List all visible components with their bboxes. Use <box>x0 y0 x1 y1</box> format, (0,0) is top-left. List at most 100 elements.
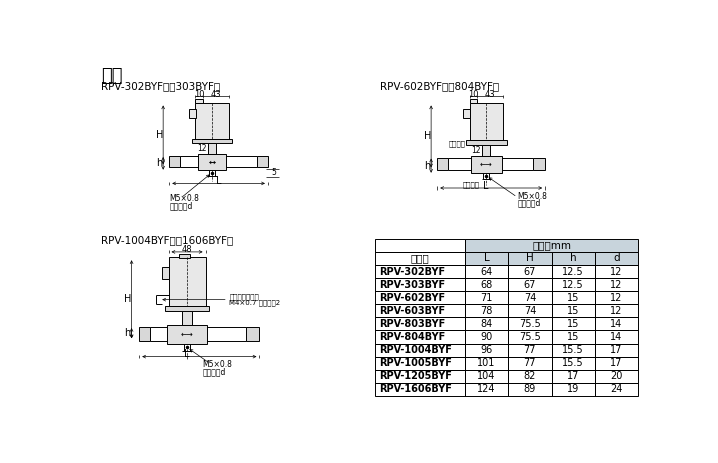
Text: 流向表示: 流向表示 <box>449 140 466 147</box>
Text: H: H <box>526 253 533 263</box>
Text: 12: 12 <box>610 280 623 290</box>
Text: ←→: ←→ <box>181 330 193 339</box>
Text: 12: 12 <box>610 293 623 303</box>
Text: 124: 124 <box>477 384 496 394</box>
Text: 14: 14 <box>610 332 623 342</box>
Text: 20: 20 <box>610 371 623 381</box>
Bar <box>595 357 638 370</box>
Text: 15.5: 15.5 <box>562 345 584 355</box>
Text: 型　号: 型 号 <box>411 253 429 263</box>
Bar <box>595 317 638 331</box>
Bar <box>465 291 508 304</box>
Bar <box>164 306 210 311</box>
Text: 104: 104 <box>477 371 495 381</box>
Bar <box>167 325 207 344</box>
Bar <box>471 156 502 173</box>
Text: H: H <box>156 130 163 140</box>
Bar <box>162 267 169 279</box>
Bar <box>169 257 205 306</box>
Bar <box>595 265 638 278</box>
Bar <box>595 304 638 317</box>
Bar <box>192 139 233 144</box>
Text: 15: 15 <box>567 332 579 342</box>
Text: 17: 17 <box>610 358 623 368</box>
Text: h: h <box>125 328 131 338</box>
Text: RPV-804BYF: RPV-804BYF <box>379 332 445 342</box>
Bar <box>465 344 508 357</box>
Text: M5×0.8: M5×0.8 <box>202 361 233 369</box>
Bar <box>195 102 228 139</box>
Bar <box>508 252 551 265</box>
Text: 流向表示: 流向表示 <box>462 181 480 188</box>
Text: 尺寸: 尺寸 <box>101 67 122 85</box>
Text: 12.5: 12.5 <box>562 267 584 276</box>
Bar <box>169 156 180 167</box>
Text: 43: 43 <box>485 89 495 99</box>
Bar <box>595 291 638 304</box>
Bar <box>551 383 595 396</box>
Text: RPV-1005BYF: RPV-1005BYF <box>379 358 452 368</box>
Text: 15.5: 15.5 <box>562 358 584 368</box>
Text: L: L <box>483 181 489 191</box>
Text: 12: 12 <box>197 144 207 153</box>
Bar <box>182 311 192 325</box>
Text: 90: 90 <box>480 332 493 342</box>
Bar <box>551 291 595 304</box>
Bar <box>551 357 595 370</box>
Bar <box>595 370 638 383</box>
Bar <box>508 278 551 291</box>
Text: 联丝长度d: 联丝长度d <box>518 199 541 208</box>
Text: M5×0.8: M5×0.8 <box>518 192 547 201</box>
Text: 64: 64 <box>480 267 493 276</box>
Bar <box>465 331 508 344</box>
Text: 75.5: 75.5 <box>519 332 541 342</box>
Bar <box>465 278 508 291</box>
Bar <box>482 145 490 156</box>
Bar <box>551 252 595 265</box>
Bar <box>470 99 477 102</box>
Text: 10: 10 <box>468 89 479 99</box>
Text: 联丝长度d: 联丝长度d <box>202 368 225 376</box>
Bar <box>465 383 508 396</box>
Text: 24: 24 <box>610 384 623 394</box>
Bar <box>595 383 638 396</box>
Bar <box>551 278 595 291</box>
Text: 101: 101 <box>477 358 495 368</box>
Text: H: H <box>124 294 131 304</box>
Text: 15: 15 <box>567 306 579 316</box>
Text: 74: 74 <box>523 306 536 316</box>
Text: 联丝长度d: 联丝长度d <box>169 201 192 210</box>
Bar <box>375 331 465 344</box>
Text: RPV-1004BYF: RPV-1004BYF <box>379 345 452 355</box>
Text: 5: 5 <box>271 168 276 177</box>
Text: 10: 10 <box>194 89 205 99</box>
Bar <box>437 158 448 170</box>
Text: 96: 96 <box>480 345 493 355</box>
Bar <box>551 317 595 331</box>
Text: 12: 12 <box>610 306 623 316</box>
Text: 12: 12 <box>610 267 623 276</box>
Text: 78: 78 <box>480 306 493 316</box>
Text: RPV-302BYF: RPV-302BYF <box>379 267 445 276</box>
Text: L: L <box>484 253 490 263</box>
Text: 75.5: 75.5 <box>519 319 541 329</box>
Bar <box>208 144 216 154</box>
Bar <box>465 370 508 383</box>
Bar <box>375 265 465 278</box>
Bar <box>508 331 551 344</box>
Text: 71: 71 <box>480 293 493 303</box>
Text: d: d <box>613 253 620 263</box>
Bar <box>375 252 465 265</box>
Text: RPV-803BYF: RPV-803BYF <box>379 319 445 329</box>
Text: 14: 14 <box>610 319 623 329</box>
Bar <box>375 291 465 304</box>
Text: 接地安装螺纹孔: 接地安装螺纹孔 <box>229 293 259 300</box>
Text: 77: 77 <box>523 345 536 355</box>
Bar <box>198 154 226 169</box>
Text: L: L <box>216 176 221 186</box>
Bar <box>375 357 465 370</box>
Bar <box>465 357 508 370</box>
Bar <box>508 383 551 396</box>
Bar <box>463 109 470 118</box>
Text: H: H <box>424 131 431 141</box>
